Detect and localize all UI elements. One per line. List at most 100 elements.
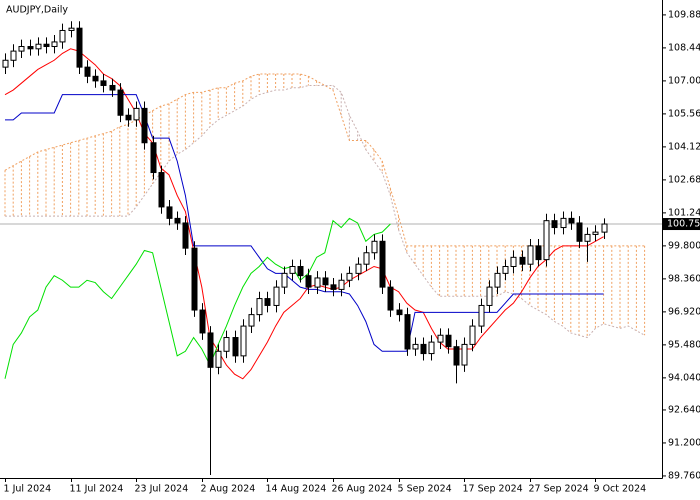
candle-body	[330, 284, 337, 290]
candle-body	[371, 240, 378, 254]
candle-body	[133, 107, 140, 121]
indicator-line	[5, 94, 604, 352]
candle-body	[117, 89, 124, 116]
y-tick-label: 105.560	[668, 108, 700, 119]
candle-body	[527, 245, 534, 265]
candle-body	[584, 233, 591, 242]
candle-body	[10, 50, 17, 61]
x-tick-label: 23 Jul 2024	[135, 484, 189, 495]
candle-body	[166, 206, 173, 219]
candle-body	[396, 309, 403, 316]
candle-body	[223, 337, 230, 352]
candle-body	[305, 275, 312, 288]
x-tick-label: 17 Sep 2024	[463, 484, 523, 495]
candle-body	[240, 325, 247, 357]
candle-body	[314, 277, 321, 288]
y-tick-label: 92.640	[668, 404, 700, 415]
y-tick-label: 107.000	[668, 75, 700, 86]
candle-body	[289, 265, 296, 274]
candle-body	[207, 332, 214, 368]
x-tick-label: 9 Oct 2024	[594, 484, 647, 495]
candle-body	[248, 314, 255, 327]
candle-body	[461, 343, 468, 366]
candle-body	[182, 222, 189, 249]
candle-body	[100, 80, 107, 86]
candle-body	[322, 277, 329, 286]
chart-title: AUDJPY,Daily	[6, 5, 68, 16]
x-tick-label: 1 Jul 2024	[4, 484, 52, 495]
x-tick-label: 5 Sep 2024	[398, 484, 452, 495]
candle-body	[494, 272, 501, 288]
candle-body	[510, 256, 517, 267]
candle-body	[35, 43, 42, 50]
candle-body	[191, 247, 198, 311]
candle-body	[43, 43, 50, 48]
candle-body	[387, 286, 394, 311]
candle-body	[478, 304, 485, 327]
y-tick-label: 96.920	[668, 306, 700, 317]
candle-body	[273, 286, 280, 306]
x-tick-label: 27 Sep 2024	[529, 484, 589, 495]
candle-body	[437, 334, 444, 343]
candle-body	[568, 217, 575, 224]
candle-body	[51, 41, 58, 48]
candle-body	[150, 142, 157, 174]
candle-body	[592, 231, 599, 235]
y-tick-label: 98.360	[668, 273, 700, 284]
last-price-box	[663, 218, 700, 231]
candle-body	[199, 309, 206, 334]
candle-body	[379, 240, 386, 288]
candle-body	[27, 46, 34, 50]
y-tick-label: 91.200	[668, 437, 700, 448]
candle-body	[535, 245, 542, 261]
indicator-line	[4, 48, 604, 380]
candle-body	[551, 220, 558, 229]
candle-body	[84, 66, 91, 77]
indicator-line	[4, 217, 391, 379]
candle-body	[215, 350, 222, 368]
candle-body	[469, 325, 476, 345]
y-tick-label: 99.800	[668, 240, 700, 251]
candle-body	[420, 343, 427, 355]
candle-body	[256, 298, 263, 316]
y-tick-label: 102.680	[668, 174, 700, 185]
y-tick-label: 101.240	[668, 207, 700, 218]
candle-body	[76, 27, 83, 68]
candle-body	[158, 172, 165, 208]
y-tick-label: 104.120	[668, 141, 700, 152]
candle-body	[232, 337, 239, 357]
candle-body	[601, 223, 608, 233]
candle-body	[2, 59, 9, 68]
candle-body	[363, 252, 370, 265]
x-tick-label: 26 Aug 2024	[332, 484, 393, 495]
candle-body	[355, 263, 362, 274]
y-tick-label: 89.760	[668, 470, 700, 481]
cloud-edge	[5, 84, 645, 339]
y-tick-label: 109.880	[668, 9, 700, 20]
candle-body	[346, 272, 353, 281]
candle-body	[543, 220, 550, 261]
candle-body	[68, 27, 75, 31]
candle-body	[109, 84, 116, 91]
candle-body	[502, 265, 509, 274]
x-tick-label: 11 Jul 2024	[70, 484, 124, 495]
candle-body	[560, 217, 567, 229]
y-tick-label: 95.480	[668, 339, 700, 350]
y-tick-label: 94.040	[668, 372, 700, 383]
y-tick-label: 108.440	[668, 42, 700, 53]
x-tick-label: 2 Aug 2024	[201, 484, 256, 495]
candle-body	[412, 343, 419, 350]
candle-body	[486, 286, 493, 306]
candle-body	[428, 341, 435, 355]
candle-body	[264, 298, 271, 306]
candle-body	[297, 265, 304, 277]
candle-body	[519, 256, 526, 265]
candle-body	[453, 346, 460, 366]
candle-body	[445, 334, 452, 348]
candle-body	[59, 29, 66, 43]
x-tick-label: 14 Aug 2024	[266, 484, 327, 495]
candle-body	[338, 279, 345, 290]
candle-body	[576, 222, 583, 242]
candle-body	[404, 314, 411, 350]
